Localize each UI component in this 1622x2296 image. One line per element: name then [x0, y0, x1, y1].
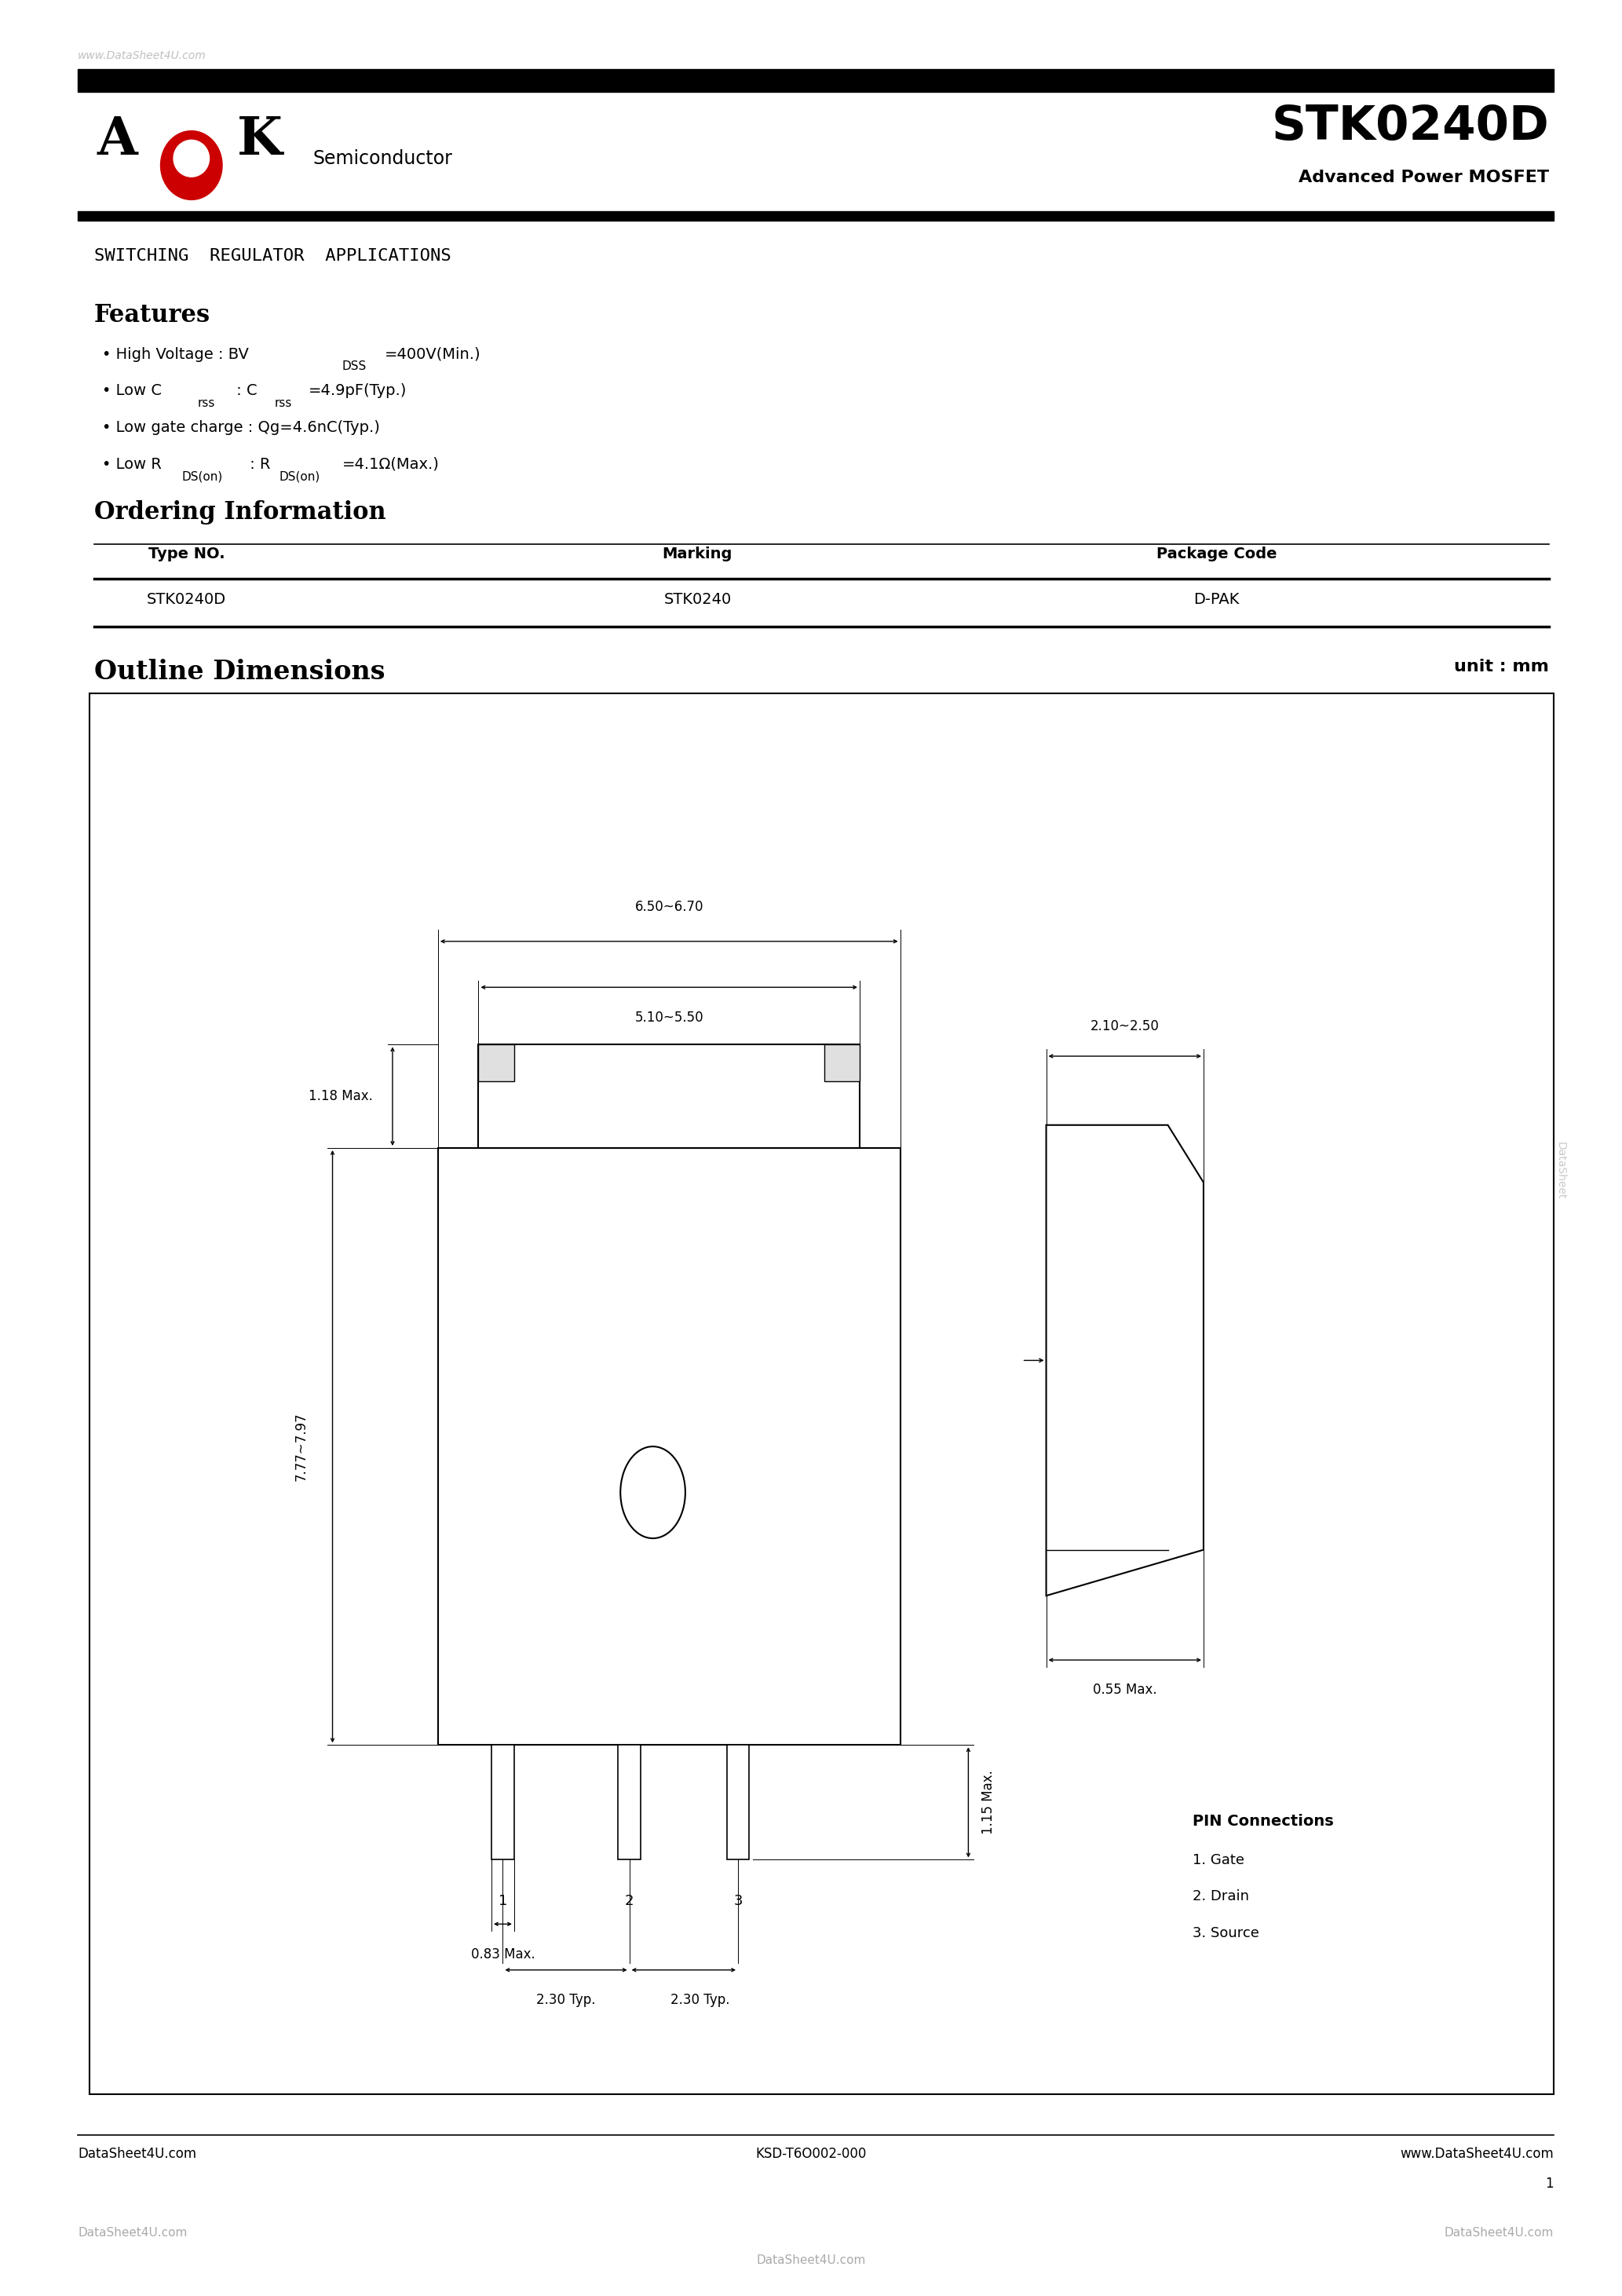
Text: Advanced Power MOSFET: Advanced Power MOSFET	[1299, 170, 1549, 186]
Bar	[89, 693, 1554, 2094]
Text: =400V(Min.): =400V(Min.)	[384, 347, 480, 360]
Text: =4.1Ω(Max.): =4.1Ω(Max.)	[342, 457, 440, 471]
Bar	[491, 1745, 514, 1860]
Text: www.DataSheet4U.com: www.DataSheet4U.com	[1400, 2147, 1554, 2161]
Text: 0.83 Max.: 0.83 Max.	[470, 1947, 535, 1961]
Text: KSD-T6O002-000: KSD-T6O002-000	[756, 2147, 866, 2161]
Bar	[78, 211, 1554, 220]
Text: STK0240: STK0240	[663, 592, 732, 606]
Text: D-PAK: D-PAK	[1194, 592, 1239, 606]
Text: rss: rss	[274, 397, 292, 409]
Text: A: A	[97, 115, 138, 165]
Text: 2. Drain: 2. Drain	[1192, 1890, 1249, 1903]
Text: 2.10~2.50: 2.10~2.50	[1090, 1019, 1160, 1033]
Text: 7.77~7.97: 7.77~7.97	[294, 1412, 308, 1481]
Text: 2.30 Typ.: 2.30 Typ.	[670, 1993, 730, 2007]
Text: • Low C: • Low C	[102, 383, 162, 397]
Text: 0.55 Max.: 0.55 Max.	[1093, 1683, 1156, 1697]
Text: • High Voltage : BV: • High Voltage : BV	[102, 347, 248, 360]
Bar	[478, 1045, 860, 1148]
Ellipse shape	[161, 131, 222, 200]
Text: Type NO.: Type NO.	[148, 546, 225, 560]
Text: DataSheet4U.com: DataSheet4U.com	[1445, 2227, 1554, 2239]
Ellipse shape	[174, 140, 209, 177]
Text: STK0240D: STK0240D	[1272, 103, 1549, 149]
Text: DataSheet4U.com: DataSheet4U.com	[78, 2147, 196, 2161]
Bar	[824, 1045, 860, 1081]
Text: DataSheet: DataSheet	[1555, 1141, 1565, 1201]
Text: 1: 1	[1546, 2177, 1554, 2190]
Text: Ordering Information: Ordering Information	[94, 501, 386, 526]
Text: 3: 3	[733, 1894, 743, 1908]
Text: Features: Features	[94, 303, 211, 328]
Text: PIN Connections: PIN Connections	[1192, 1814, 1333, 1828]
Text: DS(on): DS(on)	[182, 471, 222, 482]
Text: 6.50~6.70: 6.50~6.70	[634, 900, 704, 914]
Text: Package Code: Package Code	[1156, 546, 1277, 560]
Text: 2.30 Typ.: 2.30 Typ.	[537, 1993, 595, 2007]
Text: DS(on): DS(on)	[279, 471, 320, 482]
Bar	[618, 1745, 641, 1860]
Text: unit : mm: unit : mm	[1453, 659, 1549, 675]
Text: rss: rss	[198, 397, 216, 409]
Text: 2: 2	[624, 1894, 634, 1908]
Text: www.DataSheet4U.com: www.DataSheet4U.com	[78, 51, 206, 62]
Bar	[78, 69, 1554, 92]
Text: DataSheet4U.com: DataSheet4U.com	[78, 2227, 187, 2239]
Text: • Low R: • Low R	[102, 457, 162, 471]
Text: Outline Dimensions: Outline Dimensions	[94, 659, 384, 684]
Text: DSS: DSS	[342, 360, 367, 372]
Text: 1. Gate: 1. Gate	[1192, 1853, 1244, 1867]
Text: 3. Source: 3. Source	[1192, 1926, 1259, 1940]
Text: 1.15 Max.: 1.15 Max.	[981, 1770, 996, 1835]
Text: 1.18 Max.: 1.18 Max.	[308, 1088, 373, 1104]
Text: 5.10~5.50: 5.10~5.50	[634, 1010, 704, 1024]
Text: STK0240D: STK0240D	[148, 592, 225, 606]
Text: Semiconductor: Semiconductor	[313, 149, 453, 168]
Text: : C: : C	[232, 383, 258, 397]
Text: • Low gate charge : Qg=4.6nC(Typ.): • Low gate charge : Qg=4.6nC(Typ.)	[102, 420, 380, 434]
Text: =4.9pF(Typ.): =4.9pF(Typ.)	[308, 383, 407, 397]
Text: : R: : R	[245, 457, 271, 471]
Text: Marking: Marking	[662, 546, 733, 560]
Text: DataSheet4U.com: DataSheet4U.com	[756, 2255, 866, 2266]
Text: 1: 1	[498, 1894, 508, 1908]
Text: SWITCHING  REGULATOR  APPLICATIONS: SWITCHING REGULATOR APPLICATIONS	[94, 248, 451, 264]
Bar	[438, 1148, 900, 1745]
Text: K: K	[237, 115, 282, 165]
Bar	[478, 1045, 514, 1081]
Bar	[727, 1745, 749, 1860]
